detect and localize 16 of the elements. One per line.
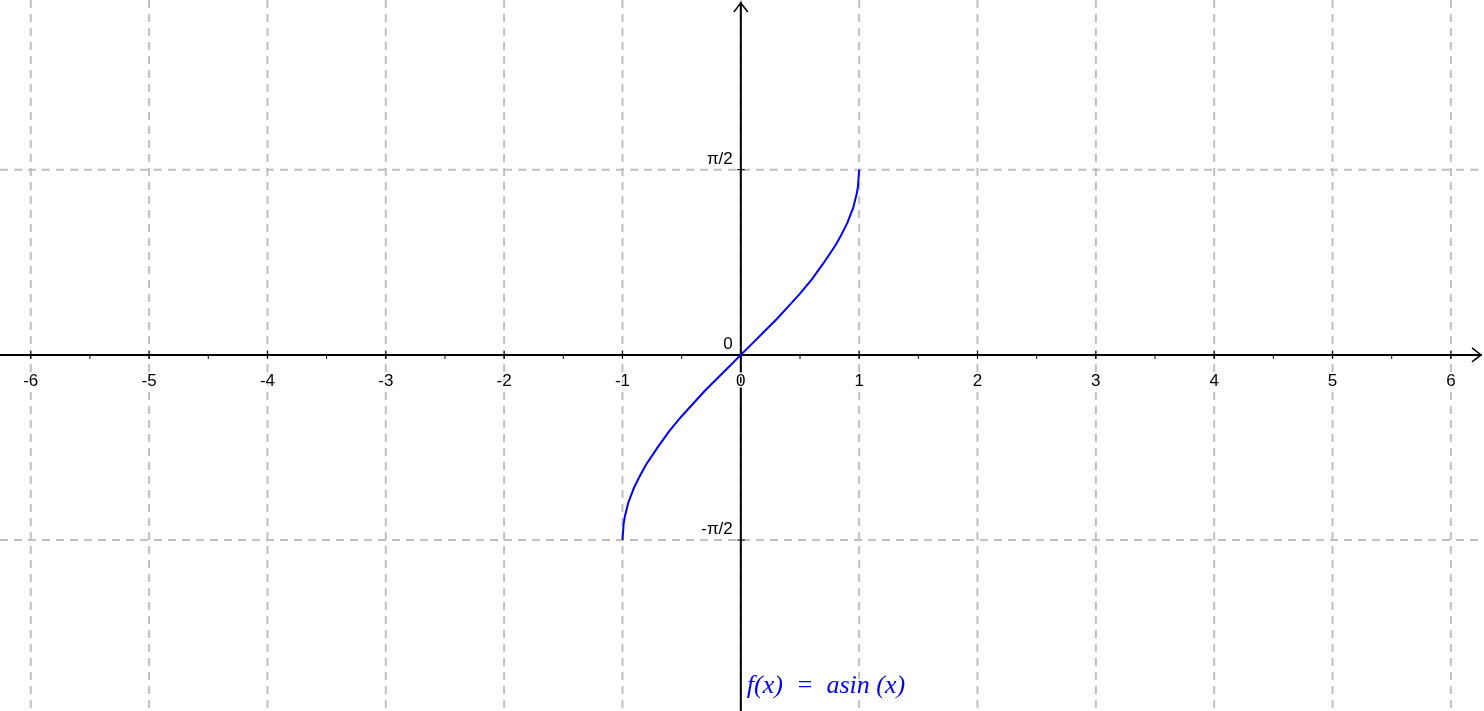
x-tick-label: -2 (496, 370, 512, 390)
x-tick-label: 4 (1209, 370, 1219, 390)
x-tick-label: 2 (972, 370, 983, 390)
y-tick-label: 0 (723, 333, 733, 353)
x-tick-label: 1 (854, 370, 864, 390)
annotation: f(x) = asin (x) (746, 670, 906, 699)
x-tick-label: 3 (1091, 370, 1101, 390)
x-tick-label: -1 (614, 370, 631, 390)
x-tick-label: -5 (141, 370, 157, 390)
x-tick-label: -6 (23, 370, 39, 390)
x-tick-label: -3 (378, 370, 394, 390)
y-tick-label: π/2 (706, 148, 733, 168)
y-tick-label: -π/2 (701, 519, 733, 539)
x-tick-label: 5 (1327, 370, 1338, 390)
x-tick-label: -4 (259, 370, 276, 390)
x-tick-label: 6 (1446, 370, 1456, 390)
